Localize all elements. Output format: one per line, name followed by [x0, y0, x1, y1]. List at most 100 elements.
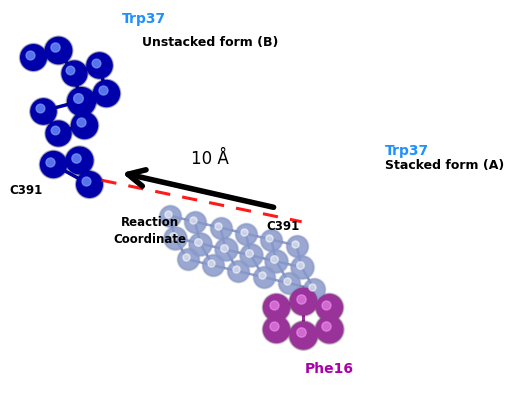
Point [272, 304, 280, 310]
Point [171, 234, 179, 241]
Point [54, 129, 62, 136]
Point [77, 119, 85, 125]
Point [297, 264, 306, 270]
Point [285, 280, 293, 286]
Point [102, 90, 111, 96]
Point [79, 122, 88, 128]
Point [189, 217, 197, 223]
Point [247, 252, 255, 259]
Point [322, 323, 330, 329]
Point [259, 274, 268, 280]
Point [324, 326, 333, 332]
Text: Reaction
Coordinate: Reaction Coordinate [113, 216, 186, 246]
Point [272, 258, 280, 265]
Point [206, 260, 215, 267]
Point [39, 108, 48, 114]
Point [310, 286, 318, 292]
Point [196, 240, 204, 247]
Point [66, 67, 74, 74]
Point [297, 264, 306, 270]
Point [51, 44, 60, 50]
Point [269, 301, 278, 308]
Point [95, 62, 103, 69]
Point [77, 98, 86, 104]
Point [247, 252, 255, 259]
Point [181, 254, 190, 261]
Point [196, 240, 204, 247]
Point [69, 70, 78, 76]
Point [49, 161, 58, 168]
Point [240, 228, 248, 235]
Point [84, 181, 93, 187]
Text: C391: C391 [10, 184, 43, 196]
Point [166, 213, 174, 219]
Point [295, 262, 304, 268]
Point [324, 304, 333, 310]
Point [29, 54, 37, 61]
Point [71, 154, 80, 161]
Point [272, 258, 280, 265]
Point [54, 46, 62, 53]
Point [219, 244, 228, 251]
Point [183, 256, 192, 263]
Text: C391: C391 [266, 220, 299, 233]
Point [79, 122, 88, 128]
Point [216, 225, 225, 231]
Text: Phe16: Phe16 [305, 362, 354, 376]
Point [84, 181, 93, 187]
Point [209, 262, 217, 268]
Point [244, 250, 253, 257]
Point [308, 284, 316, 290]
Point [36, 105, 44, 111]
Point [324, 304, 333, 310]
Point [234, 268, 242, 274]
Point [232, 266, 240, 272]
Point [270, 256, 278, 263]
Point [171, 234, 179, 241]
Point [267, 236, 276, 243]
Point [221, 246, 230, 253]
Point [242, 230, 250, 237]
Point [69, 70, 78, 76]
Point [267, 236, 276, 243]
Point [324, 326, 333, 332]
Point [272, 326, 280, 332]
Point [209, 262, 217, 268]
Point [299, 298, 307, 304]
Point [272, 326, 280, 332]
Point [272, 304, 280, 310]
Point [166, 213, 174, 219]
Point [265, 234, 274, 241]
Point [290, 240, 299, 247]
Point [74, 157, 83, 164]
Point [234, 268, 242, 274]
Point [242, 230, 250, 237]
Point [74, 157, 83, 164]
Point [191, 219, 200, 225]
Point [95, 62, 103, 69]
Point [99, 87, 108, 93]
Point [26, 51, 34, 58]
Point [269, 323, 278, 329]
Point [299, 331, 307, 338]
Point [282, 278, 291, 284]
Point [296, 329, 305, 335]
Point [194, 238, 202, 245]
Text: Trp37: Trp37 [121, 12, 166, 26]
Point [293, 242, 301, 249]
Text: Trp37: Trp37 [385, 145, 429, 158]
Point [257, 272, 266, 278]
Point [299, 298, 307, 304]
Point [46, 158, 54, 165]
Point [54, 129, 62, 136]
Point [91, 59, 100, 66]
Point [168, 232, 177, 239]
Text: Unstacked form (B): Unstacked form (B) [142, 36, 278, 49]
Point [285, 280, 293, 286]
Point [81, 178, 90, 185]
Point [77, 98, 86, 104]
Point [310, 286, 318, 292]
Point [29, 54, 37, 61]
Point [39, 108, 48, 114]
Point [216, 225, 225, 231]
